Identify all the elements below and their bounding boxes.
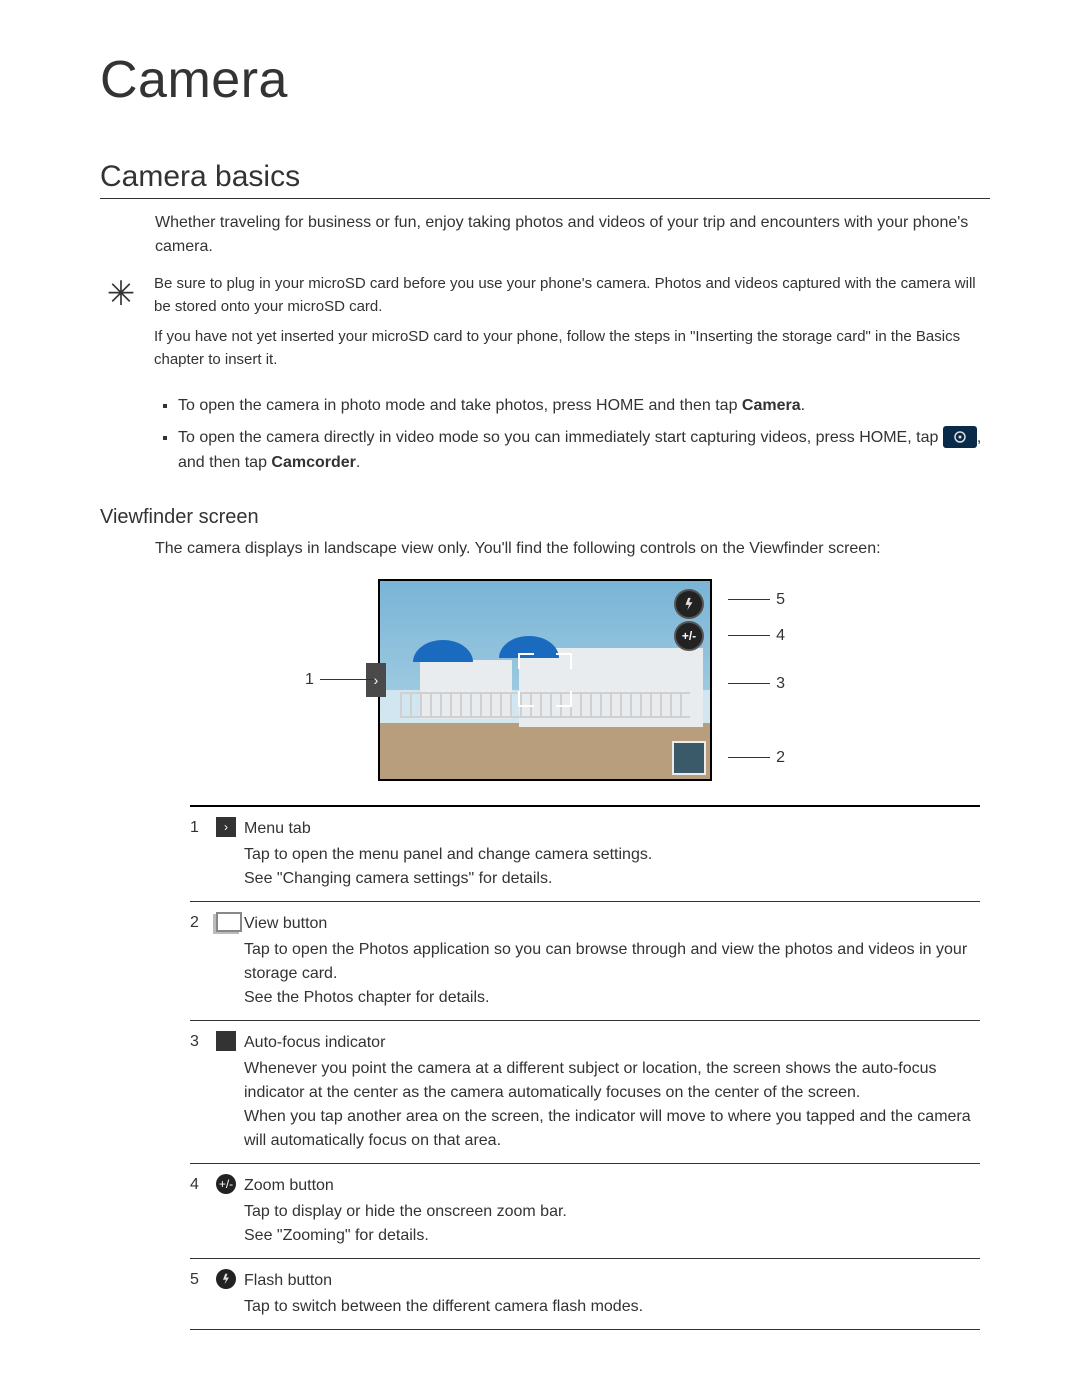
bullet-1: To open the camera in photo mode and tak… <box>178 393 990 419</box>
instruction-list: To open the camera in photo mode and tak… <box>100 393 990 476</box>
menu-tab-mini-icon: › <box>216 817 244 891</box>
page-title: Camera <box>100 50 990 110</box>
note-p1: Be sure to plug in your microSD card bef… <box>154 273 990 318</box>
autofocus-mini-icon <box>216 1031 244 1153</box>
note-text: Be sure to plug in your microSD card bef… <box>154 273 990 379</box>
viewfinder-frame: › +/- <box>378 579 712 781</box>
zoom-mini-icon: +/- <box>216 1174 244 1248</box>
thumbnail-icon <box>672 741 706 775</box>
control-num: 5 <box>190 1269 216 1319</box>
apps-icon <box>943 426 977 448</box>
control-title: Zoom button <box>244 1174 980 1198</box>
section-title: Camera basics <box>100 160 990 199</box>
view-mini-icon <box>216 912 244 1010</box>
control-title: Auto-focus indicator <box>244 1031 980 1055</box>
control-num: 3 <box>190 1031 216 1153</box>
control-desc: Tap to open the menu panel and change ca… <box>244 843 980 891</box>
asterisk-icon: ✳ <box>100 277 142 311</box>
zoom-button-icon: +/- <box>674 621 704 651</box>
autofocus-bracket <box>518 653 572 707</box>
control-desc: Tap to display or hide the onscreen zoom… <box>244 1200 980 1248</box>
flash-mini-icon <box>216 1269 244 1319</box>
control-num: 4 <box>190 1174 216 1248</box>
note-p2: If you have not yet inserted your microS… <box>154 326 990 371</box>
control-row-2: 2 View button Tap to open the Photos app… <box>190 902 980 1021</box>
callout-3: 3 <box>728 675 785 693</box>
control-title: Flash button <box>244 1269 980 1293</box>
callout-5: 5 <box>728 591 785 609</box>
sub-intro: The camera displays in landscape view on… <box>155 537 990 561</box>
intro-paragraph: Whether traveling for business or fun, e… <box>155 211 990 259</box>
callout-2: 2 <box>728 749 785 767</box>
control-row-4: 4 +/- Zoom button Tap to display or hide… <box>190 1164 980 1259</box>
callout-4: 4 <box>728 627 785 645</box>
control-desc: Tap to switch between the different came… <box>244 1295 980 1319</box>
control-num: 2 <box>190 912 216 1010</box>
control-row-1: 1 › Menu tab Tap to open the menu panel … <box>190 807 980 902</box>
control-desc: Tap to open the Photos application so yo… <box>244 938 980 1010</box>
control-row-3: 3 Auto-focus indicator Whenever you poin… <box>190 1021 980 1164</box>
viewfinder-figure: › +/- 1 5 4 3 2 <box>305 579 785 781</box>
manual-page: Camera Camera basics Whether traveling f… <box>0 0 1080 1390</box>
bullet-2: To open the camera directly in video mod… <box>178 425 990 476</box>
control-desc: Whenever you point the camera at a diffe… <box>244 1057 980 1153</box>
control-num: 1 <box>190 817 216 891</box>
control-row-5: 5 Flash button Tap to switch between the… <box>190 1259 980 1330</box>
note-block: ✳ Be sure to plug in your microSD card b… <box>100 273 990 379</box>
viewfinder-ground <box>380 723 710 778</box>
subheading-viewfinder: Viewfinder screen <box>100 506 990 529</box>
flash-button-icon <box>674 589 704 619</box>
controls-table: 1 › Menu tab Tap to open the menu panel … <box>190 805 980 1330</box>
callout-1: 1 <box>305 671 374 689</box>
control-title: Menu tab <box>244 817 980 841</box>
control-title: View button <box>244 912 980 936</box>
